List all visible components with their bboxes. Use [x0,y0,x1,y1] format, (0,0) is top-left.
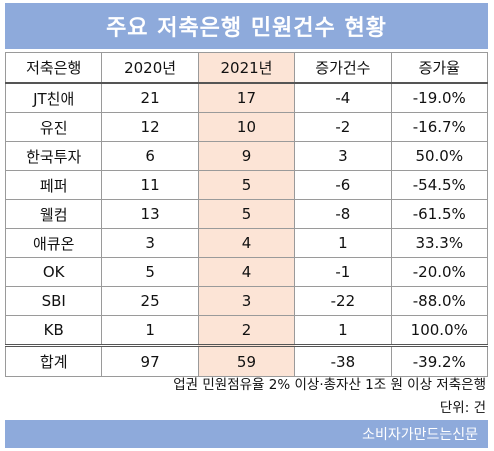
unit-label: 단위: 건 [439,400,486,416]
page-title: 주요 저축은행 민원건수 현황 [5,3,488,49]
count-2021: 5 [197,199,296,229]
count-2020: 12 [101,112,199,142]
total-increase: -38 [294,344,392,377]
table-row: 페퍼 11 5 -6 -54.5% [4,170,489,200]
increase-rate: -54.5% [390,170,489,200]
increase-rate: 33.3% [390,228,489,258]
table-row: OK 5 4 -1 -20.0% [4,257,489,287]
count-2020: 3 [101,228,199,258]
column-header-bank: 저축은행 [4,52,103,84]
table-row: SBI 25 3 -22 -88.0% [4,286,489,316]
bank-name: JT친애 [4,82,103,113]
complaints-table: 저축은행 2020년 2021년 증가건수 증가율 JT친애 21 17 -4 … [4,52,489,377]
count-2020: 1 [101,315,199,346]
total-2020: 97 [101,344,199,377]
source-credit: 소비자가만드는신문 [5,420,488,448]
count-2020: 6 [101,141,199,171]
count-2021: 4 [197,228,296,258]
count-2021: 2 [197,315,296,346]
increase-count: 1 [294,315,392,346]
column-header-2021: 2021년 [197,52,296,84]
table-row: 웰컴 13 5 -8 -61.5% [4,199,489,229]
bank-name: 유진 [4,112,103,142]
criteria-note: 업권 민원점유율 2% 이상·총자산 1조 원 이상 저축은행 [173,377,486,393]
table-row: JT친애 21 17 -4 -19.0% [4,82,489,113]
table-row: 유진 12 10 -2 -16.7% [4,112,489,142]
bank-name: 페퍼 [4,170,103,200]
bank-name: KB [4,315,103,346]
table-row: 한국투자 6 9 3 50.0% [4,141,489,171]
increase-count: -22 [294,286,392,316]
count-2021: 17 [197,82,296,113]
count-2021: 10 [197,112,296,142]
count-2020: 13 [101,199,199,229]
increase-count: -1 [294,257,392,287]
increase-count: 3 [294,141,392,171]
count-2021: 9 [197,141,296,171]
bank-name: OK [4,257,103,287]
table-row: KB 1 2 1 100.0% [4,315,489,346]
source-label: 소비자가만드는신문 [362,427,478,443]
count-2021: 3 [197,286,296,316]
column-header-increase: 증가건수 [294,52,392,84]
increase-rate: -19.0% [390,82,489,113]
count-2020: 5 [101,257,199,287]
bank-name: 웰컴 [4,199,103,229]
column-header-2020: 2020년 [101,52,199,84]
increase-rate: -88.0% [390,286,489,316]
increase-count: -2 [294,112,392,142]
count-2020: 21 [101,82,199,113]
total-label: 합계 [4,344,103,377]
count-2021: 4 [197,257,296,287]
bank-name: 애큐온 [4,228,103,258]
count-2021: 5 [197,170,296,200]
column-header-rate: 증가율 [390,52,489,84]
increase-count: -8 [294,199,392,229]
increase-rate: -61.5% [390,199,489,229]
increase-rate: 50.0% [390,141,489,171]
increase-rate: -16.7% [390,112,489,142]
count-2020: 25 [101,286,199,316]
increase-rate: 100.0% [390,315,489,346]
total-2021: 59 [197,344,296,377]
table-header-row: 저축은행 2020년 2021년 증가건수 증가율 [4,52,489,84]
increase-count: 1 [294,228,392,258]
table-total-row: 합계 97 59 -38 -39.2% [4,344,489,377]
count-2020: 11 [101,170,199,200]
table-row: 애큐온 3 4 1 33.3% [4,228,489,258]
total-rate: -39.2% [390,344,489,377]
increase-rate: -20.0% [390,257,489,287]
bank-name: 한국투자 [4,141,103,171]
bank-name: SBI [4,286,103,316]
increase-count: -4 [294,82,392,113]
increase-count: -6 [294,170,392,200]
